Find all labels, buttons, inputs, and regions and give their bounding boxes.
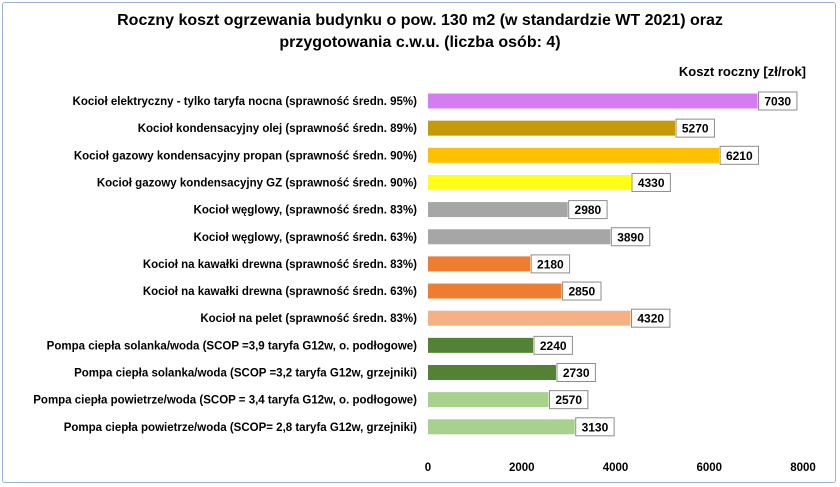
bar bbox=[428, 174, 631, 190]
bar bbox=[428, 120, 676, 136]
category-label: Pompa ciepła powietrze/woda (SCOP = 3,4 … bbox=[33, 395, 417, 407]
data-label: 2730 bbox=[563, 366, 590, 380]
bar bbox=[428, 283, 562, 299]
data-label-box bbox=[631, 308, 671, 328]
chart-title: Roczny koszt ogrzewania budynku o pow. 1… bbox=[0, 10, 840, 54]
x-tick-label: 0 bbox=[425, 462, 431, 474]
bar bbox=[428, 229, 611, 245]
data-label-box bbox=[530, 254, 571, 274]
data-label: 7030 bbox=[764, 95, 791, 109]
category-label: Kocioł kondensacyjny olej (sprawność śre… bbox=[138, 123, 417, 135]
x-axis-label: Koszt roczny [zł/rok] bbox=[678, 64, 806, 79]
data-label: 2570 bbox=[555, 393, 582, 407]
data-label-box bbox=[556, 363, 596, 382]
data-label: 4320 bbox=[637, 312, 664, 326]
category-label: Kocioł na kawałki drewna (sprawność śred… bbox=[143, 286, 417, 298]
data-label-box bbox=[758, 91, 798, 111]
data-label: 5270 bbox=[682, 122, 709, 136]
chart-title-line-2: przygotowania c.w.u. (liczba osób: 4) bbox=[279, 34, 561, 51]
bar bbox=[428, 337, 533, 353]
bar bbox=[428, 147, 720, 163]
data-label-box bbox=[533, 335, 573, 355]
data-label: 2240 bbox=[540, 339, 567, 353]
data-label-box bbox=[631, 172, 671, 192]
data-label: 2850 bbox=[568, 285, 595, 299]
bar bbox=[428, 392, 549, 408]
data-label: 4330 bbox=[638, 176, 665, 190]
data-label: 3890 bbox=[617, 230, 644, 244]
category-label: Kocioł na pelet (sprawność średn. 83%) bbox=[200, 313, 417, 325]
data-label-box bbox=[575, 417, 615, 437]
data-label-box bbox=[568, 200, 608, 220]
category-label: Kocioł elektryczny - tylko taryfa nocna … bbox=[73, 96, 418, 108]
bar bbox=[428, 93, 758, 109]
category-label: Kocioł węglowy, (sprawność średn. 63%) bbox=[194, 232, 418, 244]
x-tick-label: 6000 bbox=[696, 462, 722, 474]
bar bbox=[428, 419, 575, 435]
bar bbox=[428, 256, 531, 272]
bar bbox=[428, 365, 556, 380]
data-label-box bbox=[719, 145, 759, 165]
chart-title-line-1: Roczny koszt ogrzewania budynku o pow. 1… bbox=[117, 12, 723, 29]
bar bbox=[428, 202, 568, 218]
category-label: Kocioł węglowy, (sprawność średn. 83%) bbox=[194, 205, 418, 217]
x-tick-label: 2000 bbox=[509, 462, 535, 474]
x-tick-label: 8000 bbox=[790, 462, 816, 474]
data-label-box bbox=[548, 390, 589, 410]
data-label-box bbox=[610, 227, 651, 247]
category-label: Kocioł gazowy kondensacyjny propan (spra… bbox=[74, 150, 417, 162]
data-label: 2980 bbox=[575, 203, 602, 217]
category-label: Pompa ciepła solanka/woda (SCOP =3,9 tar… bbox=[47, 340, 418, 352]
category-label: Kocioł na kawałki drewna (sprawność śred… bbox=[143, 259, 417, 271]
category-label: Kocioł gazowy kondensacyjny GZ (sprawnoś… bbox=[97, 177, 417, 189]
bar bbox=[428, 310, 631, 326]
data-label: 2180 bbox=[537, 257, 564, 271]
data-label-box bbox=[562, 281, 602, 301]
x-tick-label: 4000 bbox=[603, 462, 629, 474]
data-label: 3130 bbox=[582, 420, 609, 434]
category-label: Pompa ciepła powietrze/woda (SCOP= 2,8 t… bbox=[64, 422, 417, 434]
data-label: 6210 bbox=[726, 149, 753, 163]
data-label-box bbox=[675, 118, 715, 138]
category-label: Pompa ciepła solanka/woda (SCOP =3,2 tar… bbox=[74, 368, 417, 380]
